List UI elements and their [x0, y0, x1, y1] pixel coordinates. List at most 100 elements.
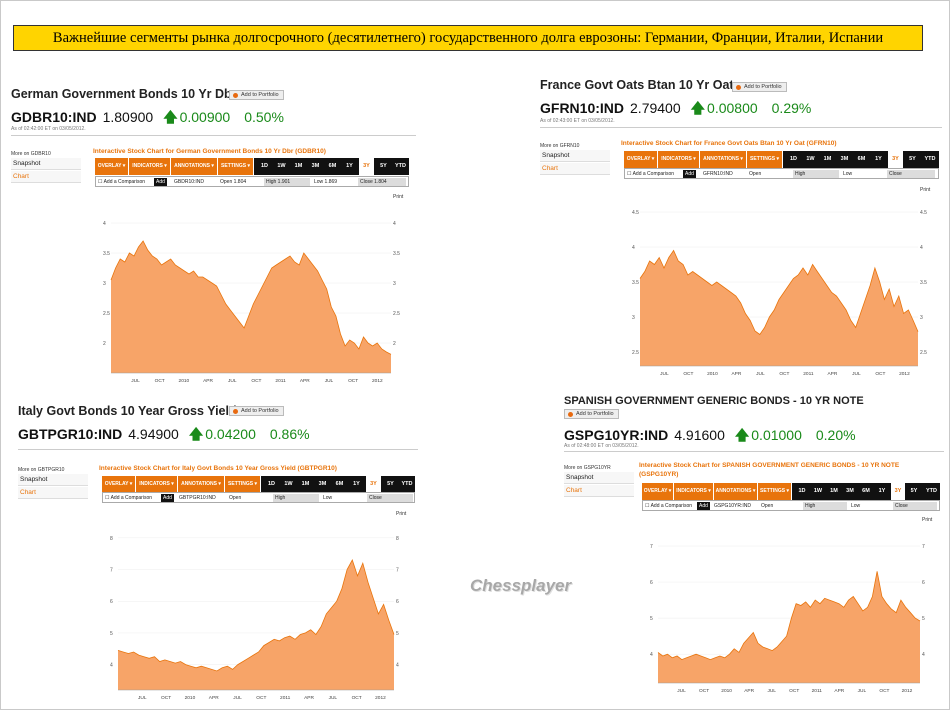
range-6m[interactable]: 6M: [332, 476, 347, 493]
range-3m[interactable]: 3M: [315, 476, 330, 493]
snapshot-link[interactable]: Snapshot: [564, 472, 634, 484]
chart-link[interactable]: Chart: [540, 163, 610, 175]
indicators-menu[interactable]: INDICATORS ▾: [129, 158, 171, 175]
overlay-menu[interactable]: OVERLAY ▾: [102, 476, 136, 493]
up-arrow-icon: 🡅: [690, 100, 706, 116]
overlay-menu[interactable]: OVERLAY ▾: [95, 158, 129, 175]
range-5y[interactable]: 5Y: [383, 476, 398, 493]
add-comparison-checkbox[interactable]: ☐ Add a Comparison: [105, 495, 153, 501]
range-6m[interactable]: 6M: [325, 158, 340, 175]
add-comparison-checkbox[interactable]: ☐ Add a Comparison: [645, 503, 693, 509]
range-6m[interactable]: 6M: [854, 151, 869, 168]
x-tick-label: 2011: [803, 371, 814, 377]
range-1w[interactable]: 1W: [281, 476, 296, 493]
range-1w[interactable]: 1W: [803, 151, 818, 168]
more-on-label: More on GSPG10YR: [564, 465, 611, 471]
print-link[interactable]: Print: [920, 187, 931, 193]
range-3m[interactable]: 3M: [308, 158, 323, 175]
indicators-menu[interactable]: INDICATORS ▾: [658, 151, 700, 168]
range-3m[interactable]: 3M: [843, 483, 857, 500]
add-to-portfolio-button[interactable]: Add to Portfolio: [732, 82, 787, 92]
settings-menu[interactable]: SETTINGS ▾: [218, 158, 254, 175]
security-name: France Govt Oats Btan 10 Yr Oat: [540, 78, 734, 92]
annotations-menu[interactable]: ANNOTATIONS ▾: [700, 151, 747, 168]
x-tick-label: JUL: [329, 695, 338, 701]
print-link[interactable]: Print: [922, 517, 933, 523]
range-1d[interactable]: 1D: [795, 483, 809, 500]
snapshot-link[interactable]: Snapshot: [18, 474, 88, 486]
settings-menu[interactable]: SETTINGS ▾: [225, 476, 261, 493]
close-value: Close: [887, 170, 935, 178]
panel-france: France Govt Oats Btan 10 Yr Oat Add to P…: [540, 78, 945, 383]
annotations-menu[interactable]: ANNOTATIONS ▾: [714, 483, 758, 500]
watermark: Chessplayer: [470, 576, 572, 595]
chart-link[interactable]: Chart: [564, 485, 634, 497]
range-1w[interactable]: 1W: [811, 483, 825, 500]
range-1m[interactable]: 1M: [820, 151, 835, 168]
range-1y[interactable]: 1Y: [871, 151, 886, 168]
x-tick-label: JUL: [677, 688, 686, 694]
range-3y[interactable]: 3Y: [359, 158, 374, 175]
range-ytd[interactable]: YTD: [399, 476, 415, 493]
range-5y[interactable]: 5Y: [376, 158, 391, 175]
print-link[interactable]: Print: [393, 194, 404, 200]
annotations-menu[interactable]: ANNOTATIONS ▾: [178, 476, 225, 493]
chart-link[interactable]: Chart: [11, 171, 81, 183]
range-5y[interactable]: 5Y: [905, 151, 920, 168]
range-3m[interactable]: 3M: [837, 151, 852, 168]
overlay-menu[interactable]: OVERLAY ▾: [642, 483, 674, 500]
add-comparison-checkbox[interactable]: ☐ Add a Comparison: [627, 171, 675, 177]
range-1y[interactable]: 1Y: [875, 483, 889, 500]
range-ytd[interactable]: YTD: [921, 151, 939, 168]
series-line: [110, 240, 392, 355]
range-1y[interactable]: 1Y: [342, 158, 357, 175]
range-1m[interactable]: 1M: [291, 158, 306, 175]
range-ytd[interactable]: YTD: [923, 483, 940, 500]
range-1m[interactable]: 1M: [827, 483, 841, 500]
add-comparison-button[interactable]: Add: [154, 178, 167, 186]
settings-menu[interactable]: SETTINGS ▾: [758, 483, 792, 500]
range-ytd[interactable]: YTD: [392, 158, 409, 175]
divider: [11, 135, 416, 136]
snapshot-link[interactable]: Snapshot: [540, 150, 610, 162]
x-tick-label: OCT: [352, 695, 362, 701]
y-tick-label: 6: [650, 580, 653, 586]
high-value: High: [273, 494, 319, 502]
overlay-menu[interactable]: OVERLAY ▾: [624, 151, 658, 168]
add-comparison-button[interactable]: Add: [161, 494, 174, 502]
snapshot-link[interactable]: Snapshot: [11, 158, 81, 170]
x-tick-label: 2010: [185, 695, 196, 701]
range-1d[interactable]: 1D: [786, 151, 801, 168]
range-3y[interactable]: 3Y: [888, 151, 903, 168]
range-1m[interactable]: 1M: [298, 476, 313, 493]
chart-link[interactable]: Chart: [18, 487, 88, 499]
indicators-menu[interactable]: INDICATORS ▾: [136, 476, 178, 493]
add-comparison-button[interactable]: Add: [697, 502, 710, 510]
settings-menu[interactable]: SETTINGS ▾: [747, 151, 783, 168]
range-3y[interactable]: 3Y: [366, 476, 381, 493]
add-to-portfolio-button[interactable]: Add to Portfolio: [564, 409, 619, 419]
ticker: GSPG10YR:IND: [564, 427, 669, 443]
range-1d[interactable]: 1D: [257, 158, 272, 175]
annotations-menu[interactable]: ANNOTATIONS ▾: [171, 158, 218, 175]
x-tick-label: 2010: [721, 688, 732, 694]
range-1d[interactable]: 1D: [264, 476, 279, 493]
range-6m[interactable]: 6M: [859, 483, 873, 500]
x-tick-label: OCT: [155, 378, 165, 384]
ticker: GFRN10:IND: [540, 100, 625, 116]
range-1y[interactable]: 1Y: [349, 476, 364, 493]
add-to-portfolio-button[interactable]: Add to Portfolio: [229, 90, 284, 100]
range-5y[interactable]: 5Y: [907, 483, 921, 500]
x-tick-label: JUL: [233, 695, 242, 701]
add-comparison-button[interactable]: Add: [683, 170, 696, 178]
close-value: Close 1.804: [358, 178, 406, 186]
indicators-menu[interactable]: INDICATORS ▾: [674, 483, 714, 500]
print-link[interactable]: Print: [396, 511, 407, 517]
range-3y[interactable]: 3Y: [891, 483, 905, 500]
x-tick-label: OCT: [779, 371, 789, 377]
add-comparison-checkbox[interactable]: ☐ Add a Comparison: [98, 179, 146, 185]
range-1w[interactable]: 1W: [274, 158, 289, 175]
panel-spain: SPANISH GOVERNMENT GENERIC BONDS - 10 YR…: [564, 395, 946, 700]
add-to-portfolio-button[interactable]: Add to Portfolio: [229, 406, 284, 416]
high-value: High 1.901: [264, 178, 310, 186]
